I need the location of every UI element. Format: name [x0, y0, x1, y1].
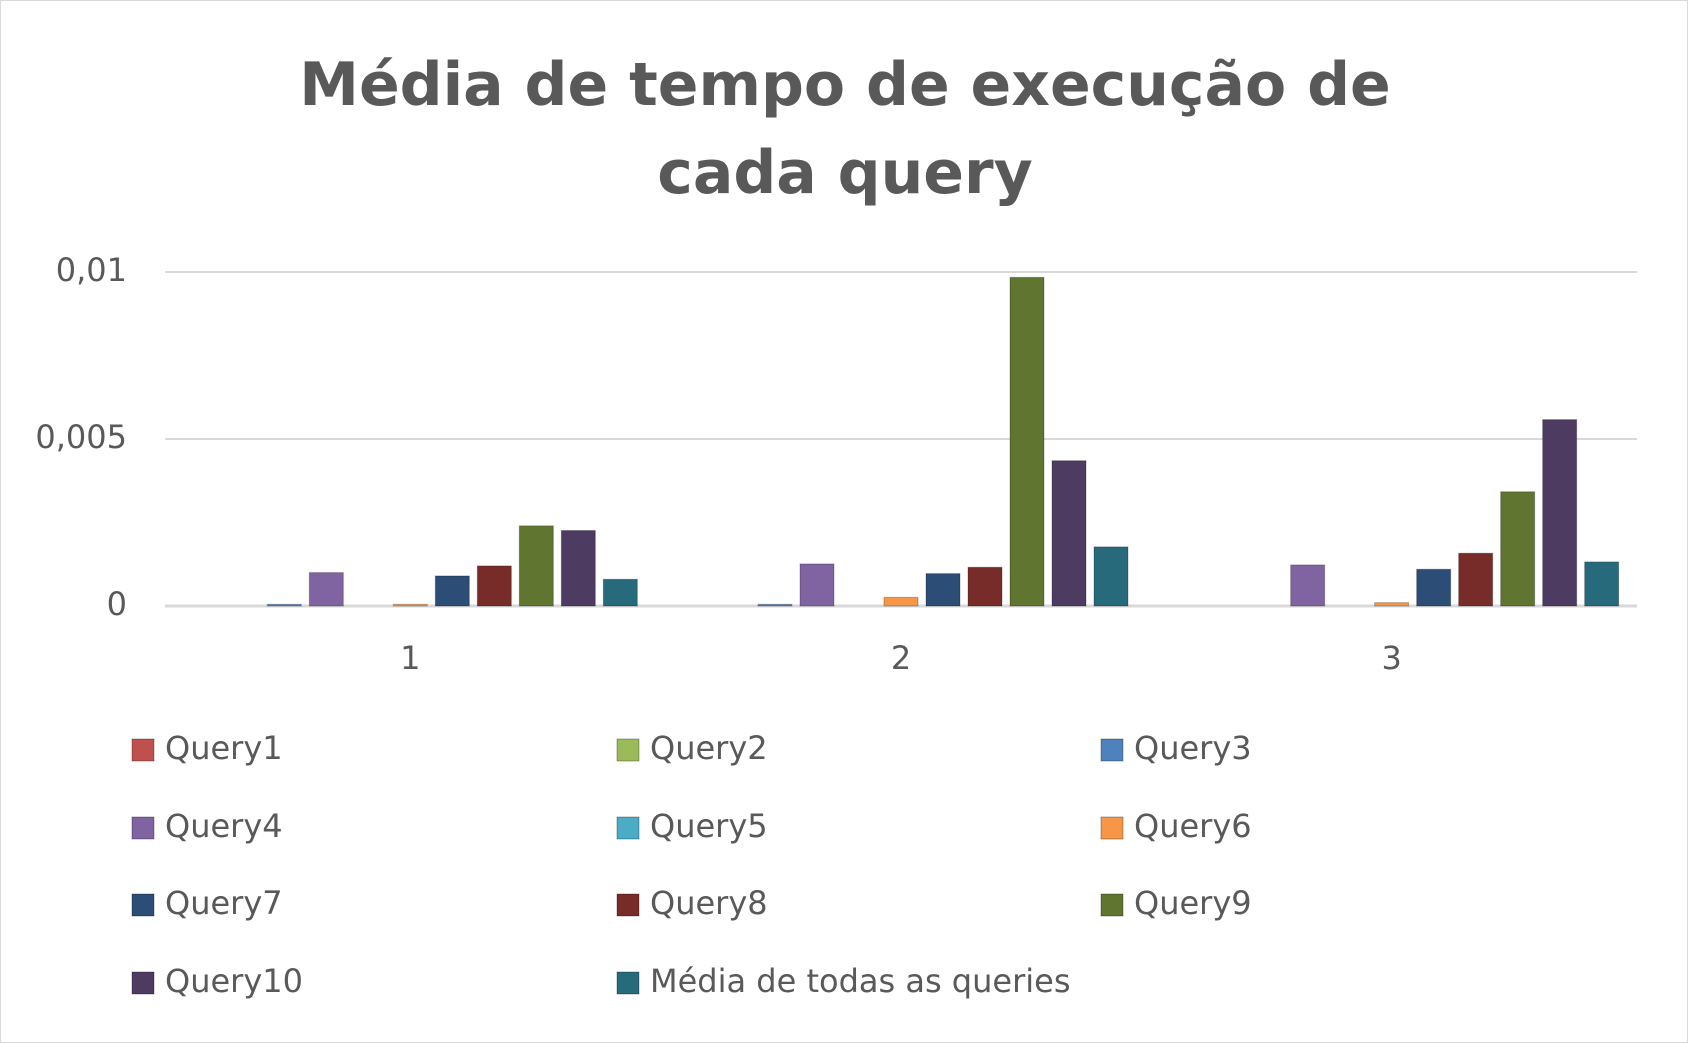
bar: [434, 575, 470, 607]
legend-swatch: [131, 971, 155, 995]
bar: [883, 596, 919, 607]
legend-label: Query8: [650, 884, 768, 922]
y-tick-label: 0,01: [56, 251, 127, 289]
bar: [925, 573, 961, 607]
legend-swatch: [1100, 738, 1124, 762]
legend-swatch: [1100, 893, 1124, 917]
legend-label: Query5: [650, 807, 768, 845]
bar: [1009, 276, 1045, 607]
bar: [602, 578, 638, 607]
bar: [1290, 564, 1326, 607]
legend-swatch: [616, 738, 640, 762]
legend-swatch: [131, 816, 155, 840]
bar: [757, 603, 793, 607]
bar: [1374, 602, 1410, 607]
bar: [799, 563, 835, 607]
x-tick-label: 1: [400, 639, 420, 677]
x-tick-label: 3: [1381, 639, 1401, 677]
bar: [1416, 568, 1452, 607]
legend-label: Query3: [1134, 729, 1252, 767]
x-tick-label: 2: [891, 639, 911, 677]
y-tick-label: 0,005: [35, 418, 127, 456]
legend-label: Query6: [1134, 807, 1252, 845]
bar: [1542, 419, 1578, 607]
legend-swatch: [616, 971, 640, 995]
legend-swatch: [616, 893, 640, 917]
chart-title: Média de tempo de execução de cada query: [299, 50, 1391, 208]
bar: [1458, 552, 1494, 607]
legend-swatch: [131, 893, 155, 917]
bar: [392, 603, 428, 607]
bar: [266, 603, 302, 607]
bar: [1584, 561, 1620, 607]
bar: [476, 565, 512, 607]
bar: [308, 572, 344, 607]
legend-swatch: [131, 738, 155, 762]
bar: [1051, 460, 1087, 607]
legend-label: Query9: [1134, 884, 1252, 922]
bar: [1500, 491, 1536, 607]
legend-label: Query7: [165, 884, 283, 922]
y-tick-label: 0: [107, 585, 127, 623]
bar: [1093, 546, 1129, 607]
legend-swatch: [1100, 816, 1124, 840]
legend-label: Query1: [165, 729, 283, 767]
legend-label: Query2: [650, 729, 768, 767]
legend-label: Média de todas as queries: [650, 962, 1070, 1000]
bar: [518, 525, 554, 607]
legend-label: Query4: [165, 807, 283, 845]
legend-label: Query10: [165, 962, 303, 1000]
bar: [560, 530, 596, 607]
legend-swatch: [616, 816, 640, 840]
bar: [967, 566, 1003, 607]
